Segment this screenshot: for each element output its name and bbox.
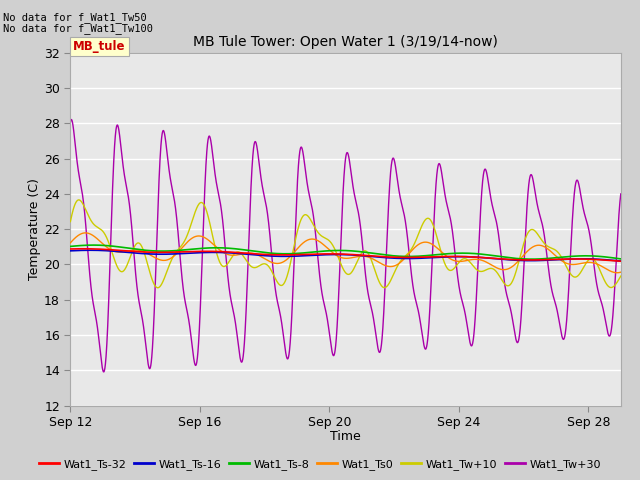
Title: MB Tule Tower: Open Water 1 (3/19/14-now): MB Tule Tower: Open Water 1 (3/19/14-now…	[193, 35, 498, 49]
Text: No data for f_Wat1_Tw100: No data for f_Wat1_Tw100	[3, 23, 153, 34]
Text: MB_tule: MB_tule	[73, 40, 125, 53]
Y-axis label: Temperature (C): Temperature (C)	[28, 178, 42, 280]
X-axis label: Time: Time	[330, 431, 361, 444]
Legend: Wat1_Ts-32, Wat1_Ts-16, Wat1_Ts-8, Wat1_Ts0, Wat1_Tw+10, Wat1_Tw+30: Wat1_Ts-32, Wat1_Ts-16, Wat1_Ts-8, Wat1_…	[35, 455, 605, 474]
Text: No data for f_Wat1_Tw50: No data for f_Wat1_Tw50	[3, 12, 147, 23]
